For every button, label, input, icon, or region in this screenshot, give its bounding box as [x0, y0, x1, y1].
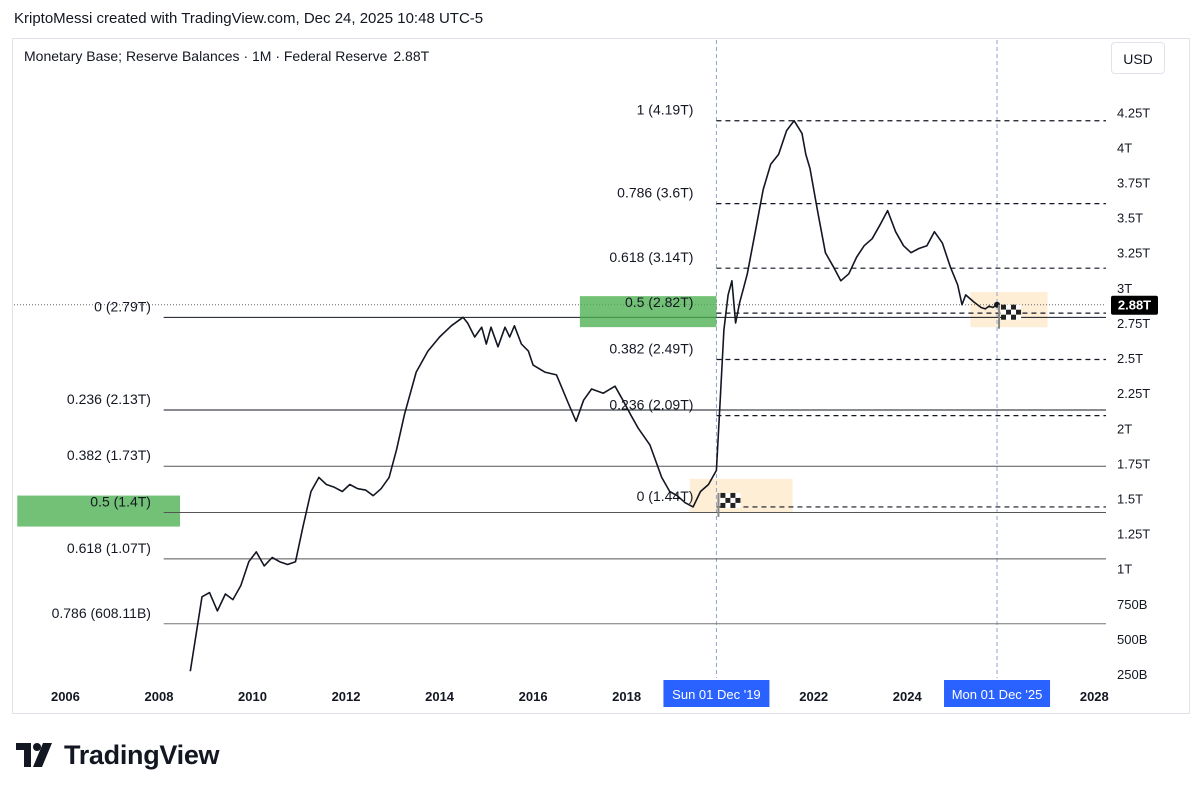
x-tick-label: 2018 [612, 689, 641, 704]
flag-square [730, 497, 736, 503]
flag-square [720, 492, 726, 498]
y-tick-label: 3.75T [1117, 176, 1150, 191]
tradingview-logo-icon [16, 743, 52, 767]
y-tick-label: 2.5T [1117, 351, 1143, 366]
fib-level-label: 0.382 (1.73T) [67, 447, 151, 463]
chart-frame [12, 38, 1190, 714]
fib-level-label: 0.382 (2.49T) [609, 340, 693, 356]
x-tick-label: 2006 [51, 689, 80, 704]
y-tick-label: 4T [1117, 140, 1132, 155]
y-tick-label: 1.75T [1117, 456, 1150, 471]
series-layer [189, 119, 998, 672]
flag-square [1006, 314, 1012, 320]
x-tick-label: 2022 [799, 689, 828, 704]
flag-square [1016, 314, 1022, 320]
y-tick-label: 1.5T [1117, 492, 1143, 507]
x-tick-label: 2010 [238, 689, 267, 704]
currency-button[interactable]: USD [1111, 42, 1165, 74]
axes-layer: 4.25T 4T 3.75T 3.5T 3.25T 3T 2.75T 2.5T 2.25T 2T 1… [51, 105, 1158, 707]
fib-level-label: 0 (1.44T) [637, 488, 694, 504]
y-tick-label: 3.25T [1117, 246, 1150, 261]
fib-level-label: 0.5 (1.4T) [90, 494, 151, 510]
target-zone-box [689, 478, 793, 513]
x-tick-label: 2016 [519, 689, 548, 704]
y-tick-label: 4.25T [1117, 105, 1150, 120]
flag-square [725, 497, 731, 503]
fib-level-label: 0.5 (2.82T) [625, 294, 693, 310]
fib-highlight-box [579, 296, 717, 328]
flag-square [1011, 314, 1017, 320]
y-tick-label: 500B [1117, 632, 1147, 647]
flag-square [1001, 304, 1007, 310]
flag-square [725, 502, 731, 508]
flag-square [735, 492, 741, 498]
series-title: Monetary Base; Reserve Balances · 1M · F… [24, 48, 388, 64]
flag-square [735, 502, 741, 508]
flag-square [1006, 309, 1012, 315]
y-tick-label: 2T [1117, 421, 1132, 436]
fib-level-label: 0 (2.79T) [94, 298, 151, 314]
x-tick-label: 2014 [425, 689, 455, 704]
highlight-boxes [689, 292, 1048, 513]
flag-square [720, 497, 726, 503]
date-badge [663, 680, 770, 707]
tradingview-wordmark: TradingView [64, 739, 220, 770]
fib-level-label: 0.786 (608.11B) [52, 605, 151, 621]
marker-layer [717, 301, 1022, 517]
fib-highlight-box [17, 495, 181, 527]
x-tick-label: 2024 [893, 689, 923, 704]
series-last-value: 2.88T [393, 48, 430, 64]
current-price-label: 2.88T [1118, 298, 1151, 313]
checkered-flag-icon [998, 304, 1022, 329]
x-tick-label: 2028 [1080, 689, 1109, 704]
fib-level-label: 1 (4.19T) [637, 102, 694, 118]
fibonacci-levels: 0 (2.79T) 0.236 (2.13T) 0.382 (1.73T) 0.5 (… [17, 102, 1106, 625]
flag-square [1001, 309, 1007, 315]
date-badge [944, 680, 1051, 707]
x-tick-label: 2012 [332, 689, 361, 704]
flag-square [730, 492, 736, 498]
fib-level-label: 0.618 (1.07T) [67, 540, 151, 556]
checkered-flag-icon [717, 492, 741, 517]
series-legend: Monetary Base; Reserve Balances · 1M · F… [24, 48, 429, 64]
y-tick-label: 250B [1117, 667, 1147, 682]
flag-square [1001, 314, 1007, 320]
date-badge-label: Mon 01 Dec '25 [952, 687, 1043, 702]
fib-level-label: 0.236 (2.13T) [67, 391, 151, 407]
x-tick-label: 2008 [145, 689, 174, 704]
y-tick-label: 1T [1117, 562, 1132, 577]
flag-square [1011, 309, 1017, 315]
flag-square [1011, 304, 1017, 310]
tradingview-logo[interactable]: TradingView [16, 738, 220, 772]
y-tick-label: 3.5T [1117, 211, 1143, 226]
chart-credit: KriptoMessi created with TradingView.com… [14, 10, 484, 27]
fib-level-label: 0.618 (3.14T) [609, 249, 693, 265]
flag-square [1006, 304, 1012, 310]
price-series-line [189, 119, 998, 672]
y-tick-label: 2.25T [1117, 386, 1150, 401]
flag-square [1016, 309, 1022, 315]
y-tick-label: 2.75T [1117, 316, 1150, 331]
flag-square [720, 502, 726, 508]
flag-square [1016, 304, 1022, 310]
fib-level-label: 0.236 (2.09T) [609, 397, 693, 413]
flag-square [725, 492, 731, 498]
fib-level-label: 0.786 (3.6T) [617, 185, 693, 201]
y-tick-label: 3T [1117, 281, 1132, 296]
current-price-badge [1111, 295, 1158, 315]
flag-square [730, 502, 736, 508]
y-tick-label: 750B [1117, 597, 1147, 612]
y-tick-label: 1.25T [1117, 527, 1150, 542]
date-badge-label: Sun 01 Dec '19 [672, 687, 761, 702]
flag-square [735, 497, 741, 503]
